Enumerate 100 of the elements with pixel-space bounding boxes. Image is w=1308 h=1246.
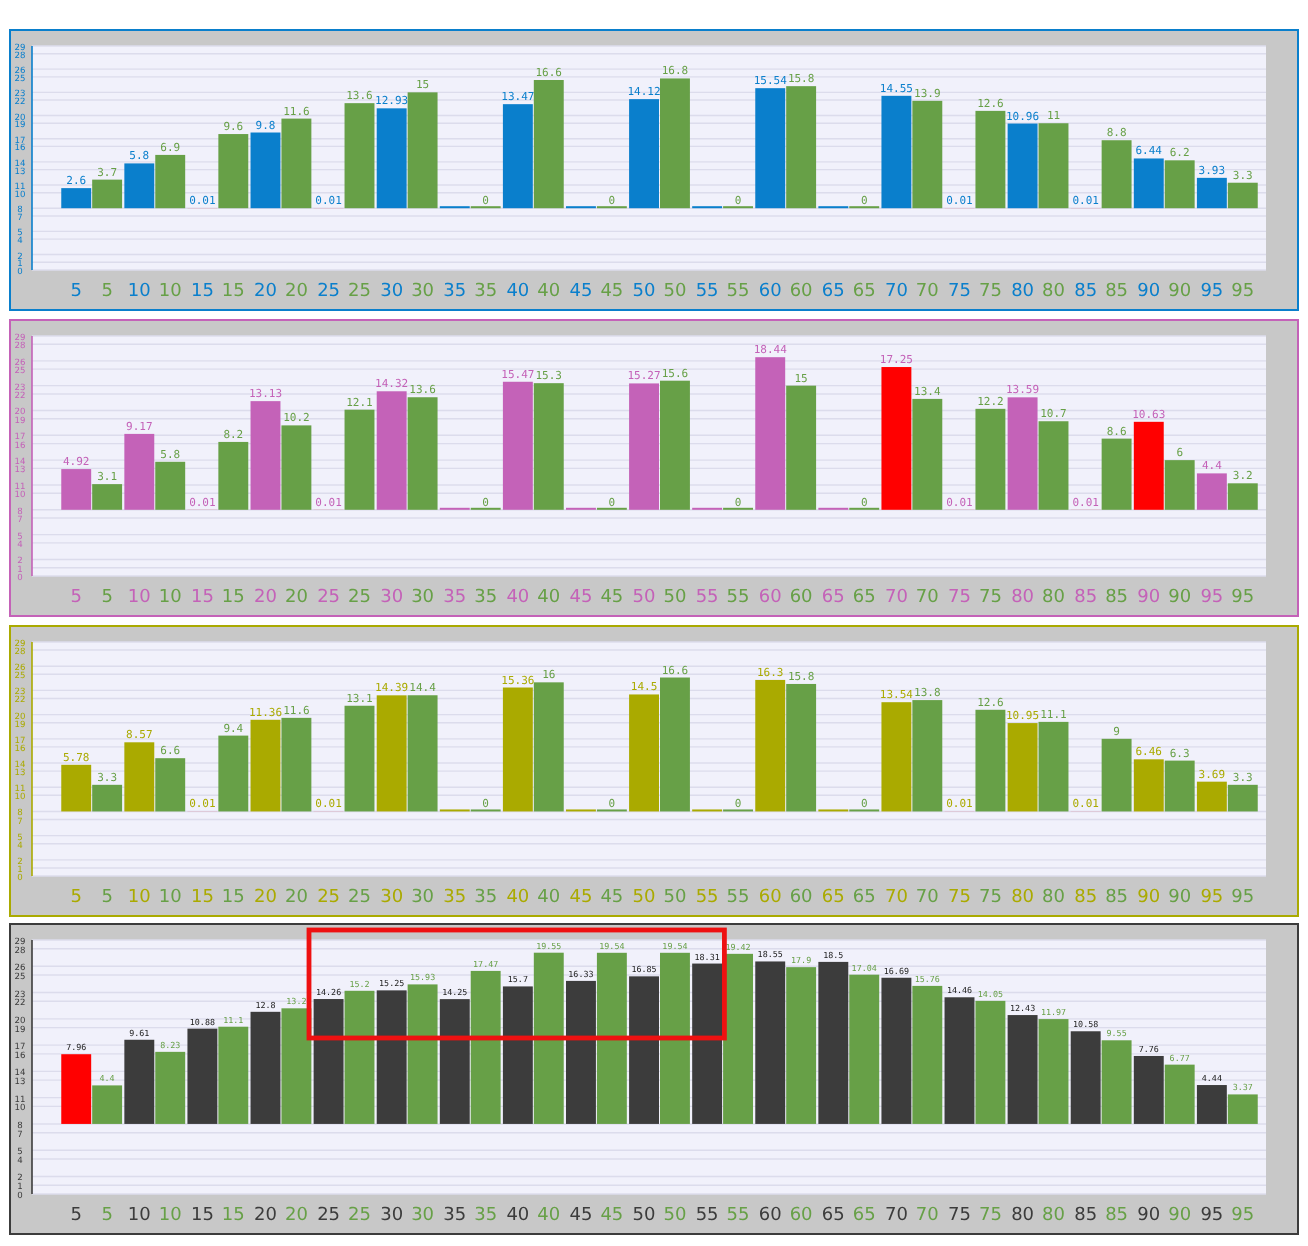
x-tick-label: 30 bbox=[380, 1206, 404, 1226]
x-tick-label: 90 bbox=[1137, 888, 1161, 908]
bar bbox=[502, 687, 533, 812]
bar bbox=[660, 677, 690, 812]
bar bbox=[61, 764, 92, 812]
x-tick-label: 45 bbox=[569, 888, 593, 908]
bar bbox=[755, 679, 786, 812]
bar bbox=[533, 682, 564, 812]
bar bbox=[124, 742, 155, 812]
x-tick-label: 55 bbox=[695, 888, 719, 908]
x-tick-label: 25 bbox=[317, 282, 341, 302]
x-tick-label: 60 bbox=[758, 282, 783, 302]
x-tick-label: 50 bbox=[632, 588, 657, 608]
x-tick-label: 35 bbox=[443, 1206, 467, 1226]
x-tick-label: 5 bbox=[70, 282, 82, 302]
x-tick-label: 45 bbox=[569, 282, 593, 302]
x-tick-label: 70 bbox=[884, 888, 909, 908]
x-tick-label: 40 bbox=[506, 588, 530, 608]
bar bbox=[376, 695, 407, 812]
bar bbox=[407, 695, 438, 812]
x-tick-label: 80 bbox=[1011, 888, 1035, 908]
x-tick-label: 15 bbox=[190, 282, 214, 302]
bar bbox=[281, 717, 312, 812]
x-tick-label: 60 bbox=[758, 888, 783, 908]
x-tick-label: 85 bbox=[1074, 1206, 1098, 1226]
x-tick-label: 95 bbox=[1200, 1206, 1224, 1226]
x-tick-label: 35 bbox=[443, 282, 467, 302]
x-tick-label: 60 bbox=[758, 1206, 783, 1226]
x-tick-label: 85 bbox=[1074, 588, 1098, 608]
x-tick-label: 10 bbox=[127, 588, 152, 608]
x-tick-label: 90 bbox=[1137, 282, 1161, 302]
x-tick-label: 5 bbox=[70, 1206, 82, 1226]
bar bbox=[912, 700, 943, 812]
bar bbox=[155, 758, 186, 812]
x-tick-label: 55 bbox=[695, 1206, 719, 1226]
x-tick-label: 40 bbox=[506, 282, 530, 302]
bar bbox=[250, 719, 281, 812]
x-tick-label: 30 bbox=[380, 588, 404, 608]
x-tick-label: 80 bbox=[1011, 282, 1035, 302]
x-tick-label: 40 bbox=[506, 888, 530, 908]
bar bbox=[1196, 781, 1227, 812]
x-tick-label: 75 bbox=[948, 1206, 971, 1226]
x-tick-label: 65 bbox=[821, 1206, 845, 1226]
x-tick-label: 25 bbox=[317, 588, 341, 608]
x-tick-label: 80 bbox=[1011, 1206, 1035, 1226]
bar bbox=[92, 784, 123, 812]
x-tick-label: 85 bbox=[1074, 888, 1098, 908]
bar bbox=[629, 694, 659, 812]
x-tick-label: 65 bbox=[821, 282, 845, 302]
x-tick-label: 20 bbox=[254, 588, 278, 608]
x-tick-label: 70 bbox=[884, 282, 909, 302]
bar bbox=[218, 735, 249, 812]
x-tick-label: 95 bbox=[1200, 282, 1224, 302]
x-tick-label: 15 bbox=[190, 888, 214, 908]
bar bbox=[1038, 721, 1069, 812]
x-tick-label: 90 bbox=[1137, 1206, 1161, 1226]
x-tick-label: 20 bbox=[254, 1206, 278, 1226]
x-tick-label: 35 bbox=[443, 588, 467, 608]
x-tick-label: 40 bbox=[506, 1206, 530, 1226]
bar bbox=[1101, 738, 1132, 812]
bar bbox=[1227, 784, 1258, 812]
x-tick-label: 5 bbox=[70, 588, 82, 608]
x-tick-label: 10 bbox=[127, 282, 152, 302]
x-tick-label: 10 bbox=[127, 1206, 152, 1226]
bar bbox=[1164, 760, 1195, 812]
x-tick-label: 75 bbox=[948, 888, 971, 908]
x-tick-label: 35 bbox=[443, 888, 467, 908]
x-tick-label: 90 bbox=[1137, 588, 1161, 608]
x-tick-label: 75 bbox=[948, 588, 971, 608]
bar bbox=[881, 702, 912, 812]
x-tick-label: 10 bbox=[127, 888, 152, 908]
x-tick-label: 65 bbox=[821, 588, 845, 608]
x-tick-label: 30 bbox=[380, 282, 404, 302]
x-tick-label: 15 bbox=[190, 588, 214, 608]
x-tick-label: 80 bbox=[1011, 588, 1035, 608]
x-tick-label: 75 bbox=[948, 282, 971, 302]
x-tick-label: 50 bbox=[632, 282, 657, 302]
x-tick-label: 25 bbox=[317, 888, 341, 908]
x-tick-label: 85 bbox=[1074, 282, 1098, 302]
x-tick-label: 70 bbox=[884, 1206, 909, 1226]
x-tick-label: 95 bbox=[1200, 888, 1224, 908]
x-tick-label: 55 bbox=[695, 282, 719, 302]
bar bbox=[786, 683, 817, 812]
x-tick-label: 20 bbox=[254, 888, 278, 908]
bar bbox=[1007, 723, 1038, 812]
x-tick-label: 70 bbox=[884, 588, 909, 608]
x-tick-label: 5 bbox=[70, 888, 82, 908]
x-tick-label: 50 bbox=[632, 888, 657, 908]
x-tick-label: 20 bbox=[254, 282, 278, 302]
x-tick-label: 50 bbox=[632, 1206, 657, 1226]
x-tick-label: 45 bbox=[569, 1206, 593, 1226]
bar bbox=[1133, 759, 1164, 812]
x-tick-label: 95 bbox=[1200, 588, 1224, 608]
x-tick-label: 65 bbox=[821, 888, 845, 908]
x-tick-label: 15 bbox=[190, 1206, 214, 1226]
x-tick-label: 60 bbox=[758, 588, 783, 608]
x-tick-label: 55 bbox=[695, 588, 719, 608]
x-tick-label: 25 bbox=[317, 1206, 341, 1226]
bar bbox=[975, 709, 1006, 812]
x-tick-label: 30 bbox=[380, 888, 404, 908]
